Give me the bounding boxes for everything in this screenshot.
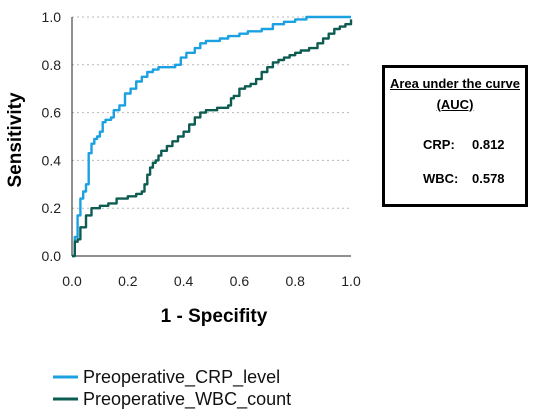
auc-title-line2: (AUC) [436,97,474,112]
auc-value-crp: 0.812 [472,137,505,152]
series-line-wbc [72,19,353,258]
auc-title: Area under the curve (AUC) [385,73,525,115]
legend: Preoperative_CRP_levelPreoperative_WBC_c… [53,367,291,410]
series-line-crp [72,15,351,258]
tick-labels: 0.0 0.2 0.4 0.6 0.8 1.0 0.0 0.2 0.4 0.6 0.8 1.0 [42,9,361,289]
y-tick-label-5: 1.0 [42,9,62,25]
grid-lines [72,16,351,209]
x-tick-label-5: 1.0 [341,273,361,289]
y-tick-label-2: 0.4 [42,152,62,168]
auc-label-crp: CRP: [423,137,455,152]
y-tick-label-4: 0.8 [42,57,62,73]
auc-label-wbc: WBC: [423,171,459,186]
auc-value-wbc: 0.578 [472,171,505,186]
auc-title-line1: Area under the curve [389,76,521,91]
legend-label-crp: Preoperative_CRP_level [83,367,280,388]
x-tick-label-3: 0.6 [230,273,250,289]
x-axis-title: 1 - Specifity [161,306,268,327]
series-lines [72,15,353,258]
y-tick-label-1: 0.2 [42,200,62,216]
x-tick-label-4: 0.8 [285,273,305,289]
x-tick-label-1: 0.2 [118,273,138,289]
y-tick-label-3: 0.6 [42,105,62,121]
y-axis-title: Sensitivity [5,92,26,187]
x-tick-label-0: 0.0 [62,273,82,289]
y-tick-label-0: 0.0 [42,248,62,264]
auc-box: Area under the curve (AUC) CRP: 0.812 WB… [382,65,528,207]
axes [71,17,351,257]
x-tick-label-2: 0.4 [174,273,194,289]
legend-label-wbc: Preoperative_WBC_count [83,389,291,410]
